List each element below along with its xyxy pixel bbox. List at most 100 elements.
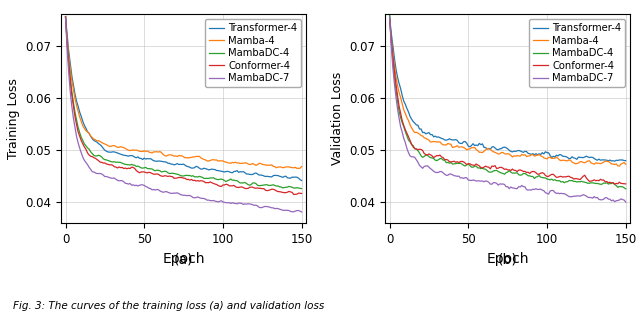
Line: Transformer-4: Transformer-4 (390, 17, 626, 161)
MambaDC-7 (469, 178, 477, 182)
MambaDC-4 (227, 177, 235, 181)
X-axis label: Epoch: Epoch (163, 252, 205, 266)
MambaDC-7 (298, 210, 305, 214)
MambaDC-4 (500, 172, 508, 176)
Conformer-4 (619, 182, 627, 185)
Mamba-4 (386, 18, 394, 21)
Line: Mamba-4: Mamba-4 (390, 19, 626, 166)
MambaDC-7 (622, 200, 630, 204)
Transformer-4 (619, 158, 627, 162)
Conformer-4 (205, 181, 212, 185)
Mamba-4 (211, 158, 219, 162)
Mamba-4 (551, 156, 559, 160)
MambaDC-7 (535, 187, 543, 191)
Y-axis label: Validation Loss: Validation Loss (331, 72, 344, 166)
MambaDC-4 (61, 15, 69, 19)
MambaDC-7 (145, 186, 153, 190)
Mamba-4 (500, 152, 508, 156)
Mamba-4 (61, 15, 69, 19)
Mamba-4 (469, 146, 477, 150)
MambaDC-4 (205, 176, 212, 180)
Transformer-4 (61, 15, 69, 19)
Conformer-4 (61, 15, 69, 19)
MambaDC-7 (293, 209, 301, 212)
Conformer-4 (529, 169, 537, 173)
MambaDC-4 (469, 165, 477, 169)
Mamba-4 (622, 162, 630, 166)
Mamba-4 (529, 153, 537, 157)
MambaDC-7 (177, 193, 184, 197)
Mamba-4 (616, 164, 623, 168)
Transformer-4 (205, 168, 212, 172)
Transformer-4 (298, 179, 305, 182)
MambaDC-4 (211, 177, 219, 181)
MambaDC-4 (622, 187, 630, 191)
Text: (a): (a) (174, 253, 193, 267)
MambaDC-7 (617, 197, 625, 201)
Conformer-4 (294, 191, 302, 195)
MambaDC-7 (227, 202, 235, 205)
MambaDC-7 (211, 199, 219, 203)
Conformer-4 (145, 170, 153, 174)
Line: Transformer-4: Transformer-4 (65, 17, 301, 181)
Transformer-4 (293, 175, 301, 179)
Transformer-4 (535, 152, 543, 156)
Mamba-4 (145, 150, 153, 154)
Mamba-4 (294, 167, 302, 170)
MambaDC-7 (529, 187, 537, 191)
Transformer-4 (145, 157, 153, 161)
Conformer-4 (535, 172, 543, 176)
Transformer-4 (551, 155, 559, 159)
MambaDC-7 (500, 182, 508, 186)
Conformer-4 (298, 191, 305, 195)
Conformer-4 (290, 193, 298, 197)
Line: MambaDC-4: MambaDC-4 (390, 15, 626, 189)
MambaDC-4 (529, 174, 537, 178)
MambaDC-7 (386, 15, 394, 19)
Conformer-4 (611, 182, 618, 186)
Line: Conformer-4: Conformer-4 (390, 18, 626, 184)
MambaDC-4 (535, 174, 543, 177)
MambaDC-4 (177, 174, 184, 177)
Transformer-4 (622, 159, 630, 163)
Conformer-4 (622, 182, 630, 186)
Line: Conformer-4: Conformer-4 (65, 17, 301, 195)
Y-axis label: Training Loss: Training Loss (6, 78, 20, 159)
Transformer-4 (211, 168, 219, 172)
Transformer-4 (469, 142, 477, 145)
MambaDC-7 (551, 190, 559, 194)
Transformer-4 (177, 162, 184, 166)
Mamba-4 (298, 165, 305, 168)
MambaDC-4 (145, 167, 153, 171)
Transformer-4 (227, 170, 235, 174)
Line: MambaDC-4: MambaDC-4 (65, 17, 301, 189)
Text: Fig. 3: The curves of the training loss (a) and validation loss: Fig. 3: The curves of the training loss … (13, 301, 324, 311)
MambaDC-4 (551, 178, 559, 182)
Mamba-4 (205, 159, 212, 163)
Conformer-4 (500, 167, 508, 171)
Mamba-4 (227, 161, 235, 165)
Text: (b): (b) (498, 253, 518, 267)
Conformer-4 (227, 184, 235, 188)
Mamba-4 (293, 167, 301, 170)
Mamba-4 (177, 154, 184, 158)
Line: Mamba-4: Mamba-4 (65, 17, 301, 168)
Transformer-4 (386, 15, 394, 19)
X-axis label: Epoch: Epoch (486, 252, 529, 266)
Line: MambaDC-7: MambaDC-7 (65, 18, 301, 212)
Mamba-4 (535, 153, 543, 157)
Transformer-4 (500, 145, 508, 149)
MambaDC-4 (386, 13, 394, 17)
Conformer-4 (177, 175, 184, 179)
MambaDC-4 (298, 187, 305, 190)
Legend: Transformer-4, Mamba-4, MambaDC-4, Conformer-4, MambaDC-7: Transformer-4, Mamba-4, MambaDC-4, Confo… (205, 19, 301, 87)
Conformer-4 (211, 182, 219, 186)
Conformer-4 (386, 16, 394, 20)
MambaDC-7 (61, 16, 69, 20)
Transformer-4 (529, 152, 537, 156)
MambaDC-4 (293, 186, 301, 189)
MambaDC-7 (205, 198, 212, 202)
Transformer-4 (611, 159, 618, 163)
Conformer-4 (469, 163, 477, 167)
MambaDC-4 (617, 185, 625, 189)
